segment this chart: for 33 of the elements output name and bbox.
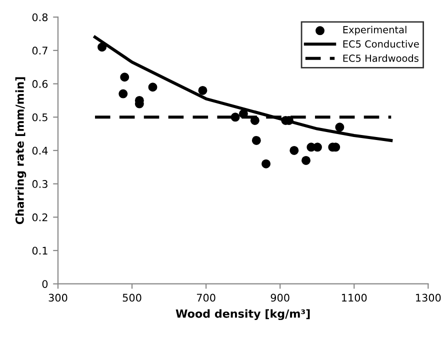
y-tick-label: 0.1 (32, 246, 48, 255)
x-tick-label: 500 (122, 294, 142, 302)
legend-label: EC5 Hardwoods (343, 54, 418, 62)
point (262, 159, 271, 168)
y-tick-label: 0 (42, 280, 48, 288)
legend-label: Experimental (343, 26, 406, 36)
point (302, 156, 310, 165)
x-tick-label: 300 (48, 294, 68, 302)
x-tick-label: 1100 (342, 294, 367, 302)
point (252, 136, 261, 145)
point (290, 146, 299, 155)
y-tick-label: 0.4 (32, 146, 48, 155)
y-tick-label: 0.3 (32, 180, 48, 188)
legend-label: EC5 Conductive (343, 40, 419, 48)
point (335, 122, 344, 132)
point (198, 86, 208, 95)
point (120, 72, 130, 82)
y-tick-label: 0.8 (32, 13, 48, 22)
x-axis-title: Wood density [kg/m³] (176, 309, 310, 320)
x-tick-label: 700 (196, 294, 216, 302)
point (238, 109, 248, 118)
x-tick-label: 900 (270, 294, 290, 302)
y-tick-label: 0.6 (32, 80, 48, 88)
point (250, 116, 260, 125)
y-tick-label: 0.5 (32, 113, 48, 122)
point (148, 82, 158, 92)
y-tick-label: 0.2 (32, 213, 48, 222)
point (98, 42, 107, 52)
x-tick-label: 1300 (416, 294, 441, 302)
y-axis-title: Charring rate [mm/min] (15, 77, 26, 224)
point (230, 112, 240, 122)
y-tick-label: 0.7 (32, 46, 48, 55)
point (118, 89, 128, 98)
